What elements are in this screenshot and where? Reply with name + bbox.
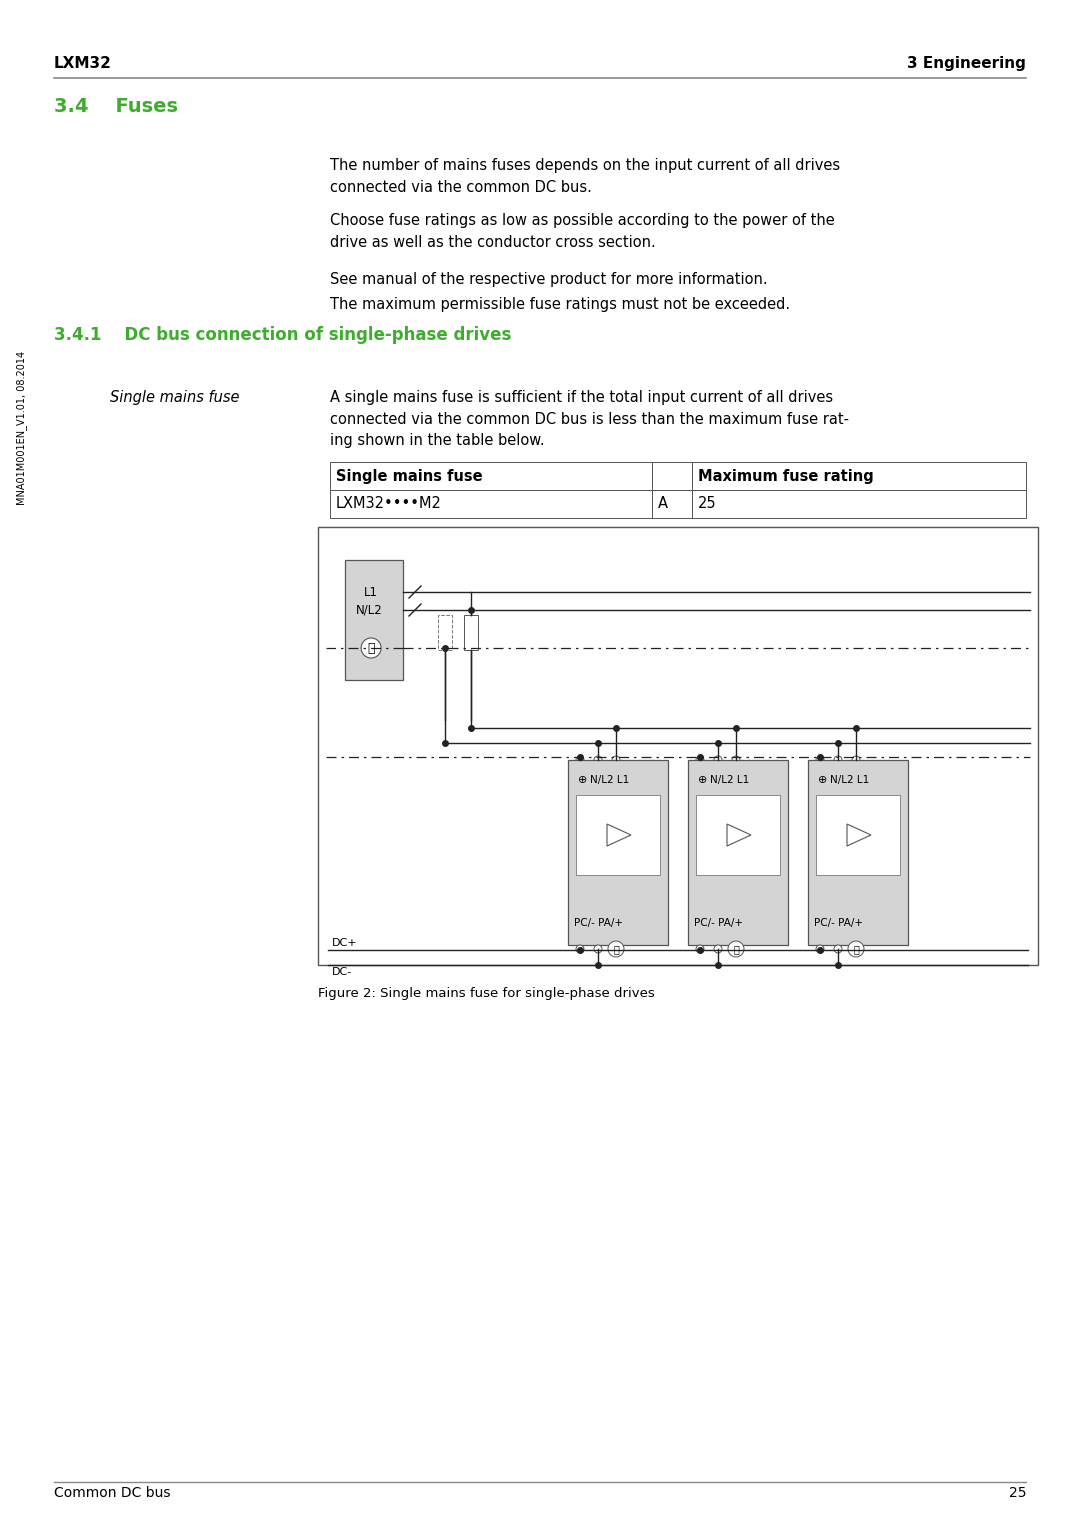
Bar	[438, 615, 453, 651]
Circle shape	[852, 756, 860, 764]
Circle shape	[834, 756, 842, 764]
Circle shape	[361, 638, 381, 658]
Circle shape	[714, 756, 723, 764]
Circle shape	[732, 756, 740, 764]
Circle shape	[834, 945, 842, 953]
Text: 3.4    Fuses: 3.4 Fuses	[54, 98, 178, 116]
Circle shape	[696, 945, 704, 953]
Text: DC-: DC-	[332, 967, 352, 977]
Text: ⏚: ⏚	[853, 944, 859, 954]
Bar	[816, 796, 900, 875]
Text: See manual of the respective product for more information.: See manual of the respective product for…	[330, 272, 768, 287]
Circle shape	[612, 756, 620, 764]
Text: Single mains fuse: Single mains fuse	[110, 389, 240, 405]
Polygon shape	[727, 825, 751, 846]
Text: PC/- PA/+: PC/- PA/+	[573, 918, 623, 928]
Text: The number of mains fuses depends on the input current of all drives
connected v: The number of mains fuses depends on the…	[330, 157, 840, 194]
Text: ⊕: ⊕	[698, 776, 707, 785]
Text: 25: 25	[698, 496, 717, 512]
Circle shape	[816, 945, 824, 953]
Text: The maximum permissible fuse ratings must not be exceeded.: The maximum permissible fuse ratings mus…	[330, 296, 791, 312]
Circle shape	[714, 945, 723, 953]
Text: PC/- PA/+: PC/- PA/+	[814, 918, 863, 928]
Polygon shape	[607, 825, 631, 846]
Text: Maximum fuse rating: Maximum fuse rating	[698, 469, 874, 484]
Text: N/L2 L1: N/L2 L1	[710, 776, 750, 785]
Circle shape	[576, 945, 584, 953]
Text: LXM32••••M2: LXM32••••M2	[336, 496, 442, 512]
Circle shape	[594, 756, 602, 764]
Polygon shape	[847, 825, 870, 846]
Bar	[464, 615, 478, 651]
Circle shape	[594, 945, 602, 953]
Bar	[808, 760, 908, 945]
Bar	[688, 760, 788, 945]
Text: Common DC bus: Common DC bus	[54, 1486, 171, 1500]
Circle shape	[696, 756, 704, 764]
Bar	[330, 490, 652, 518]
Text: N/L2 L1: N/L2 L1	[590, 776, 630, 785]
Bar	[696, 796, 780, 875]
Circle shape	[848, 941, 864, 957]
Text: Figure 2: Single mains fuse for single-phase drives: Figure 2: Single mains fuse for single-p…	[318, 986, 654, 1000]
Text: DC+: DC+	[332, 938, 357, 948]
Text: ⊕: ⊕	[578, 776, 588, 785]
Text: A: A	[658, 496, 669, 512]
Circle shape	[608, 941, 624, 957]
Text: 25: 25	[1009, 1486, 1026, 1500]
Circle shape	[728, 941, 744, 957]
Bar	[692, 463, 1026, 490]
Text: PC/- PA/+: PC/- PA/+	[694, 918, 743, 928]
Bar	[345, 560, 403, 680]
Text: Single mains fuse: Single mains fuse	[336, 469, 483, 484]
Text: ⏚: ⏚	[613, 944, 619, 954]
Text: ⏚: ⏚	[733, 944, 739, 954]
Text: Choose fuse ratings as low as possible according to the power of the
drive as we: Choose fuse ratings as low as possible a…	[330, 212, 835, 249]
Bar	[318, 527, 1038, 965]
Text: MNA01M001EN_V1.01, 08.2014: MNA01M001EN_V1.01, 08.2014	[16, 351, 27, 504]
Text: A single mains fuse is sufficient if the total input current of all drives
conne: A single mains fuse is sufficient if the…	[330, 389, 849, 449]
Text: N/L2 L1: N/L2 L1	[831, 776, 869, 785]
Circle shape	[576, 756, 584, 764]
Bar	[652, 490, 692, 518]
Bar	[652, 463, 692, 490]
Bar	[568, 760, 669, 945]
Bar	[692, 490, 1026, 518]
Circle shape	[816, 756, 824, 764]
Text: 3.4.1    DC bus connection of single-phase drives: 3.4.1 DC bus connection of single-phase …	[54, 325, 511, 344]
Text: LXM32: LXM32	[54, 56, 112, 70]
Text: 3 Engineering: 3 Engineering	[907, 56, 1026, 70]
Text: L1: L1	[364, 585, 378, 599]
Text: N/L2: N/L2	[356, 603, 382, 617]
Bar	[330, 463, 652, 490]
Bar	[576, 796, 660, 875]
Text: ⏚: ⏚	[367, 641, 375, 655]
Text: ⊕: ⊕	[818, 776, 827, 785]
